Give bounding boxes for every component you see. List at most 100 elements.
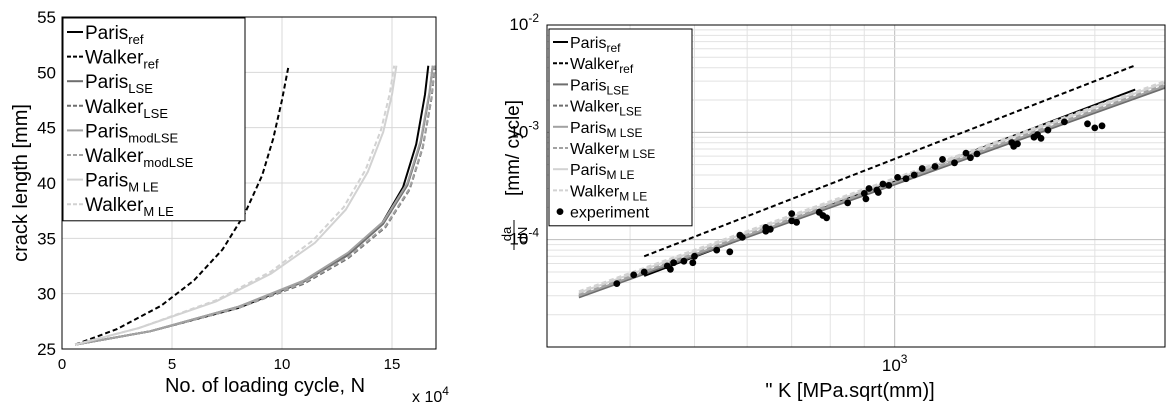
experiment-point xyxy=(939,156,946,163)
left-y-tick-label: 25 xyxy=(37,340,56,359)
left-line-walker-modlse xyxy=(75,65,436,346)
left-legend-label-base: Walker xyxy=(85,195,144,216)
right-legend-label-sub: M LE xyxy=(606,168,634,182)
left-legend-entry: WalkermodLSE xyxy=(85,146,194,170)
right-legend-entry: ParisM LSE xyxy=(570,120,642,140)
left-series-lines xyxy=(74,65,436,346)
right-y-tick-exp: -4 xyxy=(528,226,539,240)
experiment-point xyxy=(630,271,638,279)
left-y-tick-label: 50 xyxy=(37,63,56,82)
left-line-walker-ref xyxy=(74,65,290,346)
experiment-point xyxy=(1084,120,1091,128)
right-x-axis-label: " K [MPa.sqrt(mm)] xyxy=(765,380,934,402)
left-legend-box xyxy=(62,17,246,222)
right-legend-label-base: Walker xyxy=(570,56,620,73)
right-y-tick-exp: -3 xyxy=(528,118,539,132)
right-line-walker-ref xyxy=(643,64,1136,258)
left-x-multiplier: x 104 xyxy=(412,384,449,406)
left-legend-label-sub: ref xyxy=(128,32,144,47)
right-legend-label-sub: ref xyxy=(619,62,634,76)
left-legend-label-sub: M LE xyxy=(143,204,174,219)
left-legend-label-base: Walker xyxy=(85,97,144,118)
right-x-tick-base: 10 xyxy=(882,356,901,375)
right-legend-marker xyxy=(556,208,564,216)
left-legend-label-base: Walker xyxy=(85,146,144,167)
right-legend-label-base: Paris xyxy=(570,162,606,179)
experiment-point xyxy=(1044,126,1052,134)
experiment-point xyxy=(793,218,800,226)
right-experiment-points xyxy=(613,118,1106,287)
experiment-point xyxy=(1037,134,1045,142)
right-legend-label-base: Paris xyxy=(570,35,606,52)
right-legend-entry: WalkerM LSE xyxy=(570,141,655,161)
left-tick-labels: 0 5 10 15 25 30 35 40 45 50 55 xyxy=(37,8,400,373)
experiment-point xyxy=(918,165,926,172)
right-y-tick-label: 10-3 xyxy=(509,118,539,141)
experiment-point xyxy=(766,225,774,233)
experiment-point xyxy=(885,182,893,189)
experiment-point xyxy=(689,259,697,267)
right-x-tick-label: 103 xyxy=(882,352,908,375)
right-legend-label-base: Walker xyxy=(570,141,620,158)
left-y-tick-label: 55 xyxy=(37,8,56,27)
experiment-point xyxy=(1014,140,1021,148)
experiment-point xyxy=(738,234,746,241)
left-legend-entry: WalkerLSE xyxy=(85,97,168,121)
experiment-point xyxy=(844,199,852,207)
right-legend-label-sub: LSE xyxy=(619,105,642,119)
experiment-point xyxy=(788,210,796,218)
left-legend-label-sub: ref xyxy=(143,57,159,72)
left-legend-label-sub: modLSE xyxy=(143,155,193,170)
experiment-point xyxy=(962,149,970,157)
right-legend-label-sub: M LE xyxy=(619,189,647,203)
right-y-tick-label: 10-2 xyxy=(509,11,539,34)
experiment-point xyxy=(894,174,901,181)
left-legend-label-sub: LSE xyxy=(128,81,153,96)
left-legend-label-base: Walker xyxy=(85,48,144,69)
left-x-tick-label: 5 xyxy=(168,356,176,373)
left-line-walker-mle xyxy=(74,65,396,346)
right-y-axis-frac-num: da xyxy=(499,226,514,241)
experiment-point xyxy=(931,163,939,170)
left-legend-label-sub: modLSE xyxy=(128,130,178,145)
left-x-multiplier-exp: 4 xyxy=(442,384,449,398)
experiment-point xyxy=(860,190,868,197)
right-legend-entry: experiment xyxy=(570,205,650,222)
left-legend-entry: Walkerref xyxy=(85,48,159,72)
left-legend-label-sub: M LE xyxy=(128,180,159,195)
left-x-tick-label: 0 xyxy=(58,356,66,373)
right-y-tick-base: 10 xyxy=(509,15,528,34)
left-legend-entry: Parisref xyxy=(85,23,144,47)
right-y-axis-frac-den: dN xyxy=(515,227,530,244)
left-legend-label-base: Paris xyxy=(85,121,128,142)
experiment-point xyxy=(670,259,677,267)
left-legend-label-base: Paris xyxy=(85,171,128,192)
right-legend-label-sub: LSE xyxy=(606,83,629,97)
right-y-axis-label: [mm/ cycle] da dN xyxy=(499,100,530,250)
right-legend: ParisrefWalkerrefParisLSEWalkerLSEParisM… xyxy=(548,28,693,227)
right-y-tick-exp: -2 xyxy=(528,11,539,25)
left-x-multiplier-base: x 10 xyxy=(412,389,442,406)
right-legend-entry: ParisM LE xyxy=(570,162,634,182)
right-legend-label-sub: M LSE xyxy=(606,126,642,140)
left-y-axis-label: crack length [mm] xyxy=(10,104,32,262)
left-y-tick-label: 30 xyxy=(37,285,56,304)
right-plot-frame xyxy=(546,24,1166,348)
left-y-tick-label: 35 xyxy=(37,229,56,248)
right-legend-entry: Walkerref xyxy=(570,56,634,76)
left-y-tick-label: 45 xyxy=(37,119,56,138)
experiment-point xyxy=(667,265,674,273)
experiment-point xyxy=(823,214,830,222)
left-legend: ParisrefWalkerrefParisLSEWalkerLSEParism… xyxy=(62,17,246,222)
experiment-point xyxy=(865,185,873,192)
left-legend-label-sub: LSE xyxy=(143,106,168,121)
right-x-tick-exp: 3 xyxy=(901,352,908,366)
experiment-point xyxy=(680,257,688,265)
right-legend-entry: ParisLSE xyxy=(570,77,629,97)
left-legend-entry: ParisLSE xyxy=(85,72,153,96)
left-plot-frame xyxy=(61,16,437,350)
experiment-point xyxy=(973,150,981,158)
